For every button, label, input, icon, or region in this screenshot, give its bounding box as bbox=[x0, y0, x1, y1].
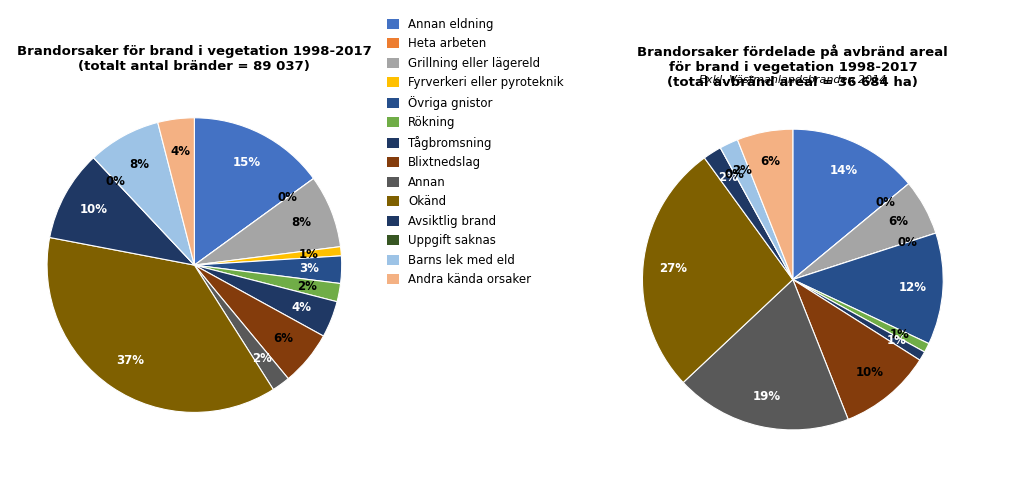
Wedge shape bbox=[793, 280, 929, 352]
Wedge shape bbox=[194, 178, 341, 265]
Wedge shape bbox=[793, 233, 936, 280]
Wedge shape bbox=[705, 148, 793, 280]
Text: 2%: 2% bbox=[731, 164, 752, 177]
Wedge shape bbox=[194, 265, 323, 378]
Text: 6%: 6% bbox=[273, 332, 293, 345]
Wedge shape bbox=[47, 238, 273, 413]
Text: 14%: 14% bbox=[830, 164, 858, 177]
Wedge shape bbox=[738, 129, 793, 280]
Wedge shape bbox=[793, 184, 936, 280]
Wedge shape bbox=[93, 158, 194, 265]
Text: 27%: 27% bbox=[659, 262, 687, 275]
Text: 1%: 1% bbox=[890, 328, 909, 341]
Wedge shape bbox=[194, 118, 313, 265]
Wedge shape bbox=[720, 140, 793, 280]
Title: Brandorsaker för brand i vegetation 1998-2017
(totalt antal bränder = 89 037): Brandorsaker för brand i vegetation 1998… bbox=[17, 45, 371, 73]
Title: Brandorsaker fördelade på avbränd areal
för brand i vegetation 1998-2017
(total : Brandorsaker fördelade på avbränd areal … bbox=[637, 44, 948, 89]
Text: 3%: 3% bbox=[300, 262, 319, 275]
Text: 10%: 10% bbox=[855, 366, 884, 379]
Text: 37%: 37% bbox=[116, 354, 144, 367]
Text: 2%: 2% bbox=[718, 172, 739, 185]
Text: 1%: 1% bbox=[299, 248, 319, 261]
Text: 0%: 0% bbox=[277, 191, 298, 204]
Text: 6%: 6% bbox=[888, 215, 908, 228]
Wedge shape bbox=[683, 280, 848, 430]
Text: 0%: 0% bbox=[876, 196, 895, 209]
Wedge shape bbox=[194, 178, 313, 265]
Text: 10%: 10% bbox=[80, 203, 107, 216]
Wedge shape bbox=[720, 148, 793, 280]
Text: 19%: 19% bbox=[753, 390, 781, 403]
Wedge shape bbox=[642, 158, 793, 383]
Text: 8%: 8% bbox=[129, 158, 149, 171]
Text: 1%: 1% bbox=[887, 335, 906, 348]
Text: 4%: 4% bbox=[170, 145, 190, 158]
Text: 4%: 4% bbox=[292, 301, 311, 314]
Text: 8%: 8% bbox=[292, 216, 311, 229]
Text: 12%: 12% bbox=[899, 281, 927, 294]
Text: 6%: 6% bbox=[760, 155, 781, 168]
Text: 15%: 15% bbox=[232, 156, 261, 169]
Wedge shape bbox=[158, 118, 194, 265]
Legend: Annan eldning, Heta arbeten, Grillning eller lägereld, Fyrverkeri eller pyrotekn: Annan eldning, Heta arbeten, Grillning e… bbox=[385, 15, 566, 289]
Wedge shape bbox=[793, 129, 908, 280]
Wedge shape bbox=[793, 280, 925, 360]
Wedge shape bbox=[793, 184, 908, 280]
Text: 0%: 0% bbox=[105, 175, 126, 188]
Wedge shape bbox=[793, 280, 920, 419]
Text: 0%: 0% bbox=[897, 236, 918, 249]
Wedge shape bbox=[194, 265, 337, 336]
Wedge shape bbox=[194, 265, 341, 302]
Text: Exkl. Västmanlandsbranden 2014: Exkl. Västmanlandsbranden 2014 bbox=[699, 75, 887, 85]
Wedge shape bbox=[50, 158, 194, 265]
Text: 0%: 0% bbox=[725, 168, 745, 181]
Wedge shape bbox=[194, 247, 342, 265]
Text: 2%: 2% bbox=[298, 280, 317, 293]
Wedge shape bbox=[194, 256, 342, 283]
Wedge shape bbox=[194, 265, 288, 389]
Text: 2%: 2% bbox=[252, 351, 272, 364]
Wedge shape bbox=[793, 233, 943, 344]
Wedge shape bbox=[93, 122, 194, 265]
